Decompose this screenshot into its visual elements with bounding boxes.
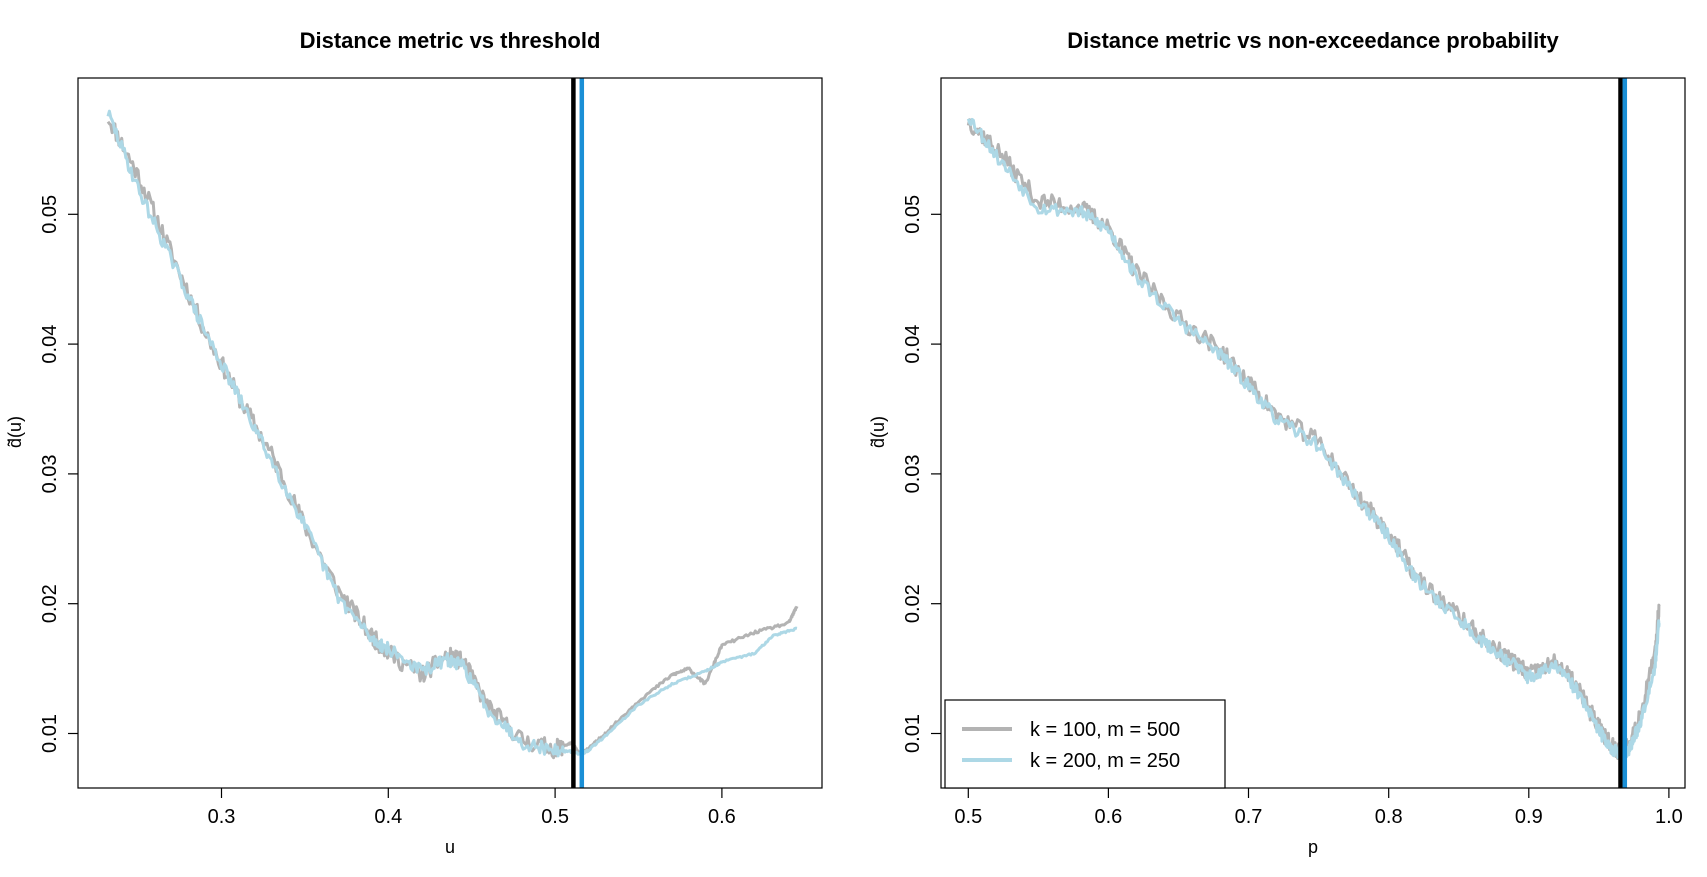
right-y-axis-label: d̃(u) bbox=[868, 416, 888, 448]
plot-frame bbox=[77, 77, 823, 789]
x-tick-label: 0.9 bbox=[1515, 806, 1543, 828]
left-x-axis-label: u bbox=[445, 837, 455, 857]
left-y-axis-label: d̃(u) bbox=[5, 416, 25, 448]
x-tick-label: 0.7 bbox=[1235, 806, 1263, 828]
x-tick-label: 0.3 bbox=[208, 806, 236, 828]
x-tick-label: 0.6 bbox=[708, 806, 736, 828]
y-tick-label: 0.04 bbox=[902, 325, 924, 364]
left-chart-panel: Distance metric vs threshold u d̃(u) 0.3… bbox=[5, 28, 823, 857]
y-tick-label: 0.05 bbox=[902, 195, 924, 234]
y-tick-label: 0.05 bbox=[39, 195, 61, 234]
x-tick-label: 0.8 bbox=[1375, 806, 1403, 828]
y-tick-label: 0.01 bbox=[39, 714, 61, 753]
y-tick-label: 0.02 bbox=[902, 584, 924, 623]
y-tick-label: 0.04 bbox=[39, 325, 61, 364]
series-line-k200 bbox=[106, 109, 798, 758]
x-tick-label: 0.4 bbox=[374, 806, 402, 828]
y-tick-label: 0.03 bbox=[902, 454, 924, 493]
plot-frame bbox=[940, 77, 1686, 789]
legend-box bbox=[944, 699, 1226, 789]
legend-label-k100: k = 100, m = 500 bbox=[1030, 719, 1180, 741]
y-tick-label: 0.01 bbox=[902, 714, 924, 753]
y-tick-label: 0.02 bbox=[39, 584, 61, 623]
right-x-axis-label: p bbox=[1308, 837, 1318, 857]
right-chart-panel: Distance metric vs non-exceedance probab… bbox=[868, 28, 1686, 857]
x-tick-label: 1.0 bbox=[1655, 806, 1683, 828]
right-chart-title: Distance metric vs non-exceedance probab… bbox=[1067, 28, 1559, 53]
x-tick-label: 0.5 bbox=[954, 806, 982, 828]
left-chart-title: Distance metric vs threshold bbox=[300, 28, 601, 53]
legend: k = 100, m = 500 k = 200, m = 250 bbox=[944, 699, 1226, 789]
legend-label-k200: k = 200, m = 250 bbox=[1030, 750, 1180, 772]
y-tick-label: 0.03 bbox=[39, 454, 61, 493]
x-tick-label: 0.5 bbox=[541, 806, 569, 828]
x-tick-label: 0.6 bbox=[1094, 806, 1122, 828]
